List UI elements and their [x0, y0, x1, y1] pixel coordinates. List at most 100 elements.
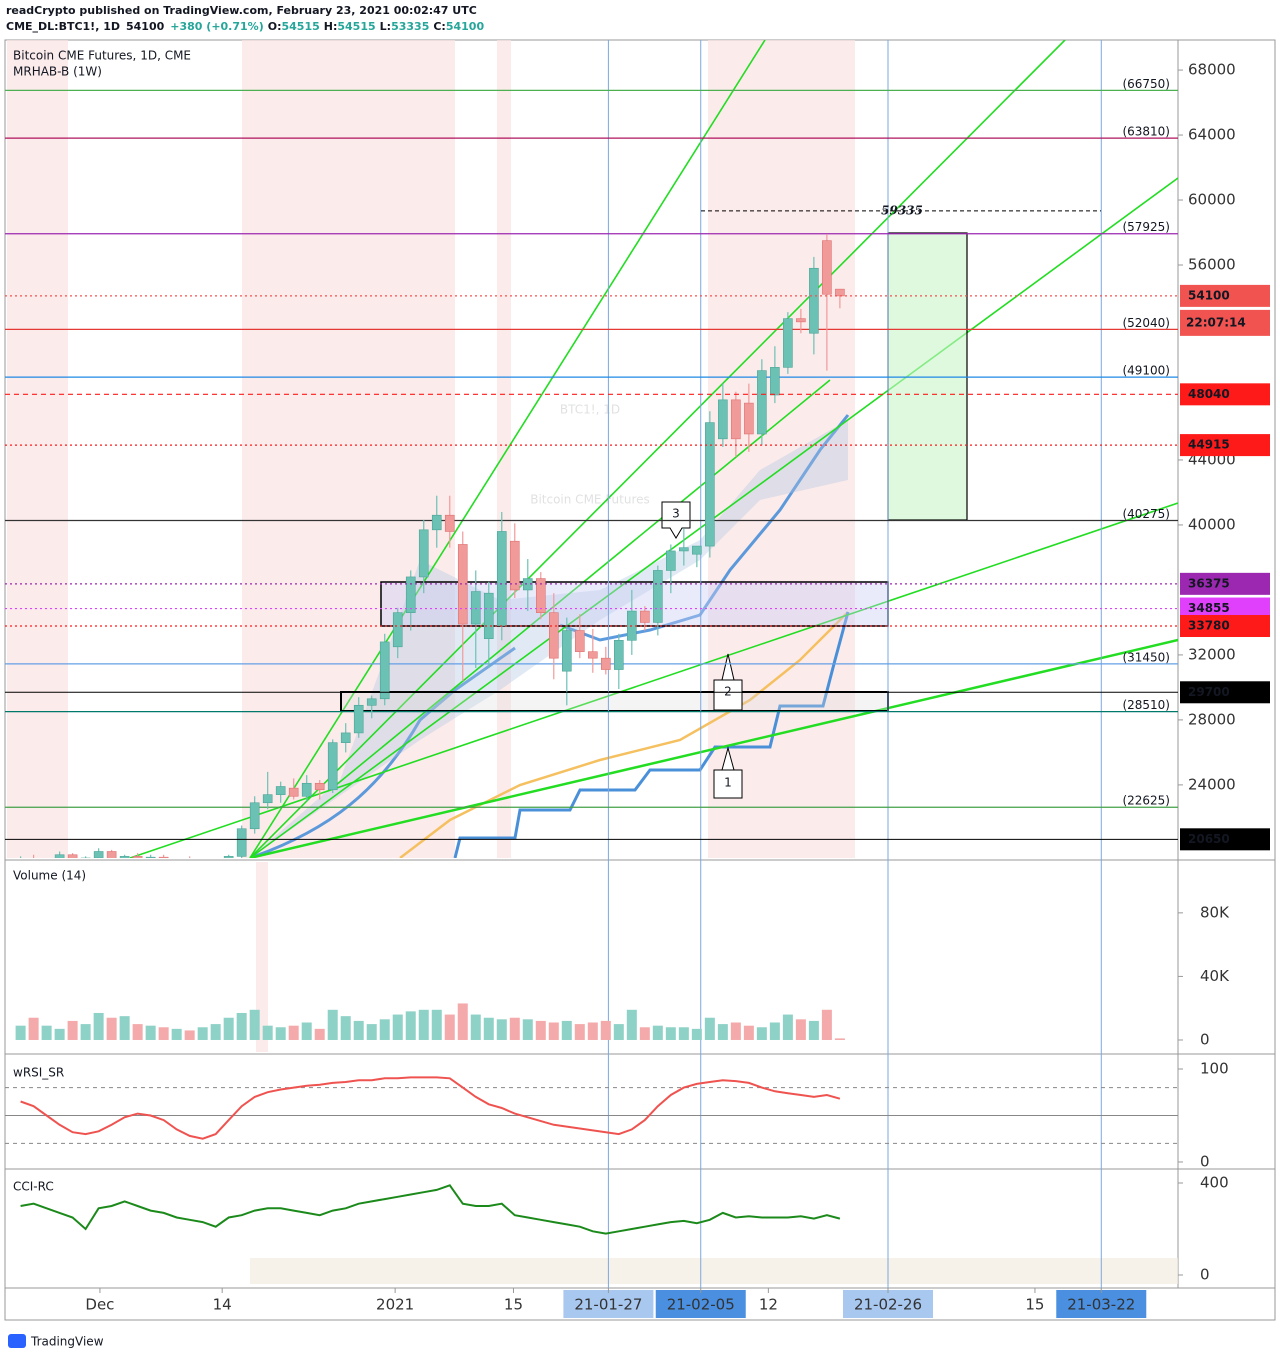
volume-bar — [171, 1028, 182, 1040]
volume-bar — [392, 1014, 403, 1040]
candle-body — [457, 544, 468, 625]
x-tick-label: 15 — [504, 1296, 523, 1314]
volume-bar — [197, 1027, 208, 1040]
candle-body — [509, 540, 520, 591]
volume-bar — [470, 1014, 481, 1040]
candle-body — [653, 570, 663, 623]
candle-body — [353, 704, 364, 734]
candle-body — [236, 828, 247, 857]
volume-bar — [639, 1027, 650, 1040]
level-label: (63810) — [1122, 125, 1170, 139]
cci-line — [20, 1184, 841, 1235]
volume-bar — [132, 1024, 143, 1040]
candle-body — [614, 639, 624, 670]
volume-bar — [353, 1020, 364, 1040]
level-label: (52040) — [1122, 316, 1170, 330]
date-badge — [655, 1290, 746, 1318]
price-badge-label: 33780 — [1188, 619, 1230, 633]
x-tick-label: Dec — [85, 1296, 114, 1314]
candle-body — [340, 732, 351, 743]
date-badge — [563, 1290, 654, 1318]
candle-body — [366, 698, 377, 706]
volume-bar — [210, 1024, 221, 1040]
y-tick-label: 40K — [1200, 967, 1230, 985]
price-badge-label: 48040 — [1188, 387, 1230, 401]
volume-bar — [626, 1009, 637, 1040]
header-field: 54100 — [126, 20, 165, 33]
candle-body — [67, 854, 78, 858]
candle-body — [444, 514, 455, 532]
y-tick-label: 60000 — [1188, 191, 1236, 209]
candle-body — [470, 591, 481, 625]
volume-bar — [262, 1025, 273, 1040]
level-label: (66750) — [1122, 77, 1170, 91]
date-badge — [1056, 1290, 1147, 1318]
volume-bar — [275, 1027, 286, 1040]
price-badge — [1180, 597, 1270, 620]
price-badge-label: 34855 — [1188, 601, 1230, 615]
volume-bar — [314, 1028, 325, 1040]
countdown: 22:07:14 — [1186, 315, 1246, 329]
logo — [8, 1334, 26, 1348]
candle-body — [757, 370, 767, 435]
volume-bar — [613, 1024, 624, 1040]
volume-bar — [236, 1012, 247, 1040]
candle-body — [431, 514, 442, 531]
y-tick-label: 40000 — [1188, 515, 1236, 533]
candle-body — [93, 851, 104, 858]
volume-bar — [288, 1025, 299, 1040]
price-badge-label: 29700 — [1188, 685, 1230, 699]
x-tick-label: 21-01-27 — [574, 1296, 642, 1314]
x-tick-label: 15 — [1025, 1296, 1044, 1314]
volume-bar — [600, 1020, 611, 1040]
volume-bar — [704, 1017, 715, 1040]
x-tick-label: 21-03-22 — [1067, 1296, 1135, 1314]
candle-body — [770, 367, 780, 396]
price-badge — [1180, 284, 1270, 307]
candle-body — [783, 318, 793, 368]
volume-bar — [41, 1025, 52, 1040]
candle-body — [496, 531, 507, 626]
candle-body — [601, 657, 611, 670]
candle-body — [835, 288, 845, 297]
price-badge — [1180, 615, 1270, 638]
candle-body — [275, 786, 286, 795]
volume-bar — [496, 1019, 507, 1040]
candle-body — [548, 612, 559, 659]
pane-title: Volume (14) — [13, 869, 86, 883]
level-label: (49100) — [1122, 364, 1170, 378]
candle-body — [132, 856, 143, 858]
volume-bar — [730, 1022, 741, 1040]
watermark: BTC1!, 1D — [560, 403, 620, 417]
frame — [4, 39, 1276, 1321]
footer: TradingView — [30, 1335, 104, 1349]
level-label: (22625) — [1122, 794, 1170, 808]
volume-bar — [574, 1024, 585, 1040]
volume-bar — [106, 1017, 117, 1040]
volume-bar — [223, 1017, 234, 1040]
volume-bar — [249, 1009, 260, 1040]
volume-bar — [457, 1003, 468, 1040]
chart-title: Bitcoin CME Futures, 1D, CME — [13, 49, 191, 63]
candle-body — [392, 612, 403, 648]
candle-body — [718, 399, 728, 440]
volume-bar — [80, 1024, 91, 1040]
candle-body — [574, 630, 585, 652]
symbol-text: CME_DL:BTC1!, 1D 54100 +380 (+0.71%) O:5451… — [6, 20, 484, 33]
candle-body — [822, 240, 832, 295]
publisher: readCrypto published on TradingView.com,… — [6, 4, 477, 17]
header-field: C: — [433, 20, 445, 33]
level-label: (40275) — [1122, 507, 1170, 521]
candle-body — [666, 550, 676, 571]
header-field: 54100 — [446, 20, 485, 33]
x-tick-label: 21-02-05 — [667, 1296, 735, 1314]
watermark: Bitcoin CME Futures — [530, 493, 650, 507]
volume-bar — [795, 1019, 806, 1040]
candle-body — [588, 651, 598, 659]
y-tick-label: 100 — [1200, 1059, 1229, 1077]
price-badge — [1180, 383, 1270, 406]
level-label: (31450) — [1122, 650, 1170, 664]
volume-bar — [743, 1025, 754, 1040]
candle-body — [405, 576, 416, 613]
volume-bar — [587, 1022, 598, 1040]
